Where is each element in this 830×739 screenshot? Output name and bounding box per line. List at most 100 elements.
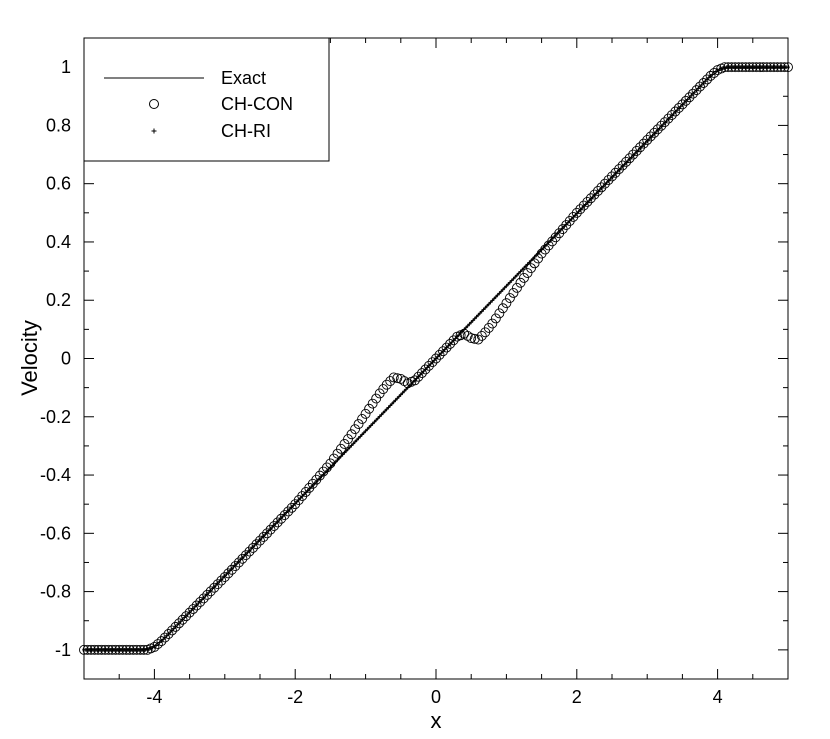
ch-con-point (508, 287, 519, 298)
ch-ri-point (557, 229, 561, 234)
ch-ri-point (601, 184, 605, 189)
ch-ri-point (585, 200, 590, 205)
ch-ri-point (145, 648, 150, 652)
ch-con-point (578, 200, 589, 211)
ch-ri-point (457, 333, 461, 337)
ch-ri-point (455, 334, 459, 339)
y-axis-title: Velocity (17, 320, 42, 396)
ch-ri-point (444, 345, 449, 350)
ch-ri-point (307, 487, 312, 491)
ch-ri-point (413, 378, 417, 383)
ch-ri-point (580, 206, 584, 210)
ch-ri-point (305, 488, 310, 493)
ch-ri-point (428, 362, 433, 366)
axis-ticks (83, 37, 789, 680)
ch-con-point (519, 272, 529, 283)
ch-ri-point (603, 182, 607, 187)
x-tick-label: -4 (146, 687, 162, 707)
ch-ri-point (207, 590, 211, 595)
ch-ri-point (404, 387, 408, 392)
ch-con-point (149, 642, 160, 652)
ch-con-point (188, 604, 199, 615)
ch-ri-point (344, 449, 349, 453)
ch-ri-point (191, 606, 195, 611)
ch-con-point (705, 70, 716, 81)
ch-ri-point (270, 525, 275, 529)
ch-con-point (600, 178, 610, 189)
ch-ri-point (663, 121, 667, 125)
ch-con-point (621, 156, 632, 167)
ch-ri-point (619, 166, 623, 171)
ch-ri-point (286, 508, 290, 513)
ch-ri-point (483, 305, 488, 310)
ch-ri-point (531, 257, 535, 261)
ch-ri-point (356, 436, 361, 441)
ch-ri-point (613, 171, 618, 176)
ch-con-point (395, 373, 406, 384)
ch-con-point (205, 586, 216, 597)
ch-con-point (571, 207, 582, 218)
ch-ri-point (267, 528, 271, 533)
ch-ri-point (291, 503, 296, 508)
ch-ri-point (189, 608, 194, 613)
y-tick-labels: 1 0.8 0.6 0.4 0.2 0 -0.2 -0.4 -0.6 -0.8 -1 (40, 57, 71, 660)
ch-con-point (688, 88, 698, 99)
ch-con-point (476, 330, 487, 341)
ch-ri-point (281, 514, 285, 518)
ch-ri-point (490, 298, 495, 303)
ch-con-point (174, 618, 184, 629)
ch-ri-point (707, 75, 711, 80)
ch-ri-point (274, 521, 278, 526)
ch-ri-point (546, 240, 551, 245)
ch-ri-point (347, 445, 352, 450)
ch-ri-point (326, 467, 331, 471)
ch-ri-point (166, 632, 171, 636)
ch-ri-point (606, 179, 611, 183)
ch-con-point (265, 524, 276, 535)
ch-ri-point (673, 110, 678, 114)
ch-con-point (360, 408, 371, 419)
ch-ri-point (643, 141, 648, 145)
ch-ri-point (508, 280, 512, 285)
ch-ri-point (200, 597, 204, 602)
ch-ri-point (698, 84, 702, 89)
ch-con-point (649, 127, 660, 138)
ch-con-point (424, 360, 434, 371)
ch-ri-point (448, 342, 452, 346)
ch-ri-point (377, 414, 382, 419)
ch-ri-point (446, 344, 451, 348)
ch-ri-point (420, 371, 424, 375)
ch-ri-point (256, 539, 261, 544)
ch-ri-point (696, 86, 701, 91)
ch-ri-point (481, 307, 486, 312)
ch-con-point (628, 149, 639, 160)
ch-ri-point (719, 66, 723, 71)
ch-ri-point (414, 376, 419, 381)
ch-ri-point (395, 396, 400, 401)
ch-con-point (438, 346, 448, 357)
ch-con-point (431, 353, 441, 364)
ch-ri-point (244, 552, 248, 556)
ch-ri-point (670, 113, 674, 118)
y-tick-label: -0.6 (40, 523, 71, 543)
y-tick-label: 1 (61, 57, 71, 77)
ch-con-point (163, 629, 174, 639)
ch-ri-point (509, 278, 514, 283)
ch-ri-point (502, 286, 507, 290)
ch-ri-point (180, 617, 185, 622)
ch-ri-point (238, 557, 243, 562)
ch-con-point (663, 113, 674, 124)
ch-ri-point (522, 266, 526, 270)
ch-ri-point (538, 249, 542, 254)
ch-ri-point (339, 454, 343, 459)
ch-ri-point (316, 478, 320, 482)
ch-ri-point (439, 351, 444, 355)
ch-ri-point (186, 612, 190, 616)
ch-ri-point (497, 291, 502, 296)
ch-con-point (695, 81, 705, 92)
ch-ri-point (671, 112, 676, 116)
ch-ri-point (370, 421, 375, 426)
ch-ri-point (518, 269, 523, 274)
ch-ri-point (215, 581, 220, 585)
ch-ri-point (536, 251, 540, 256)
